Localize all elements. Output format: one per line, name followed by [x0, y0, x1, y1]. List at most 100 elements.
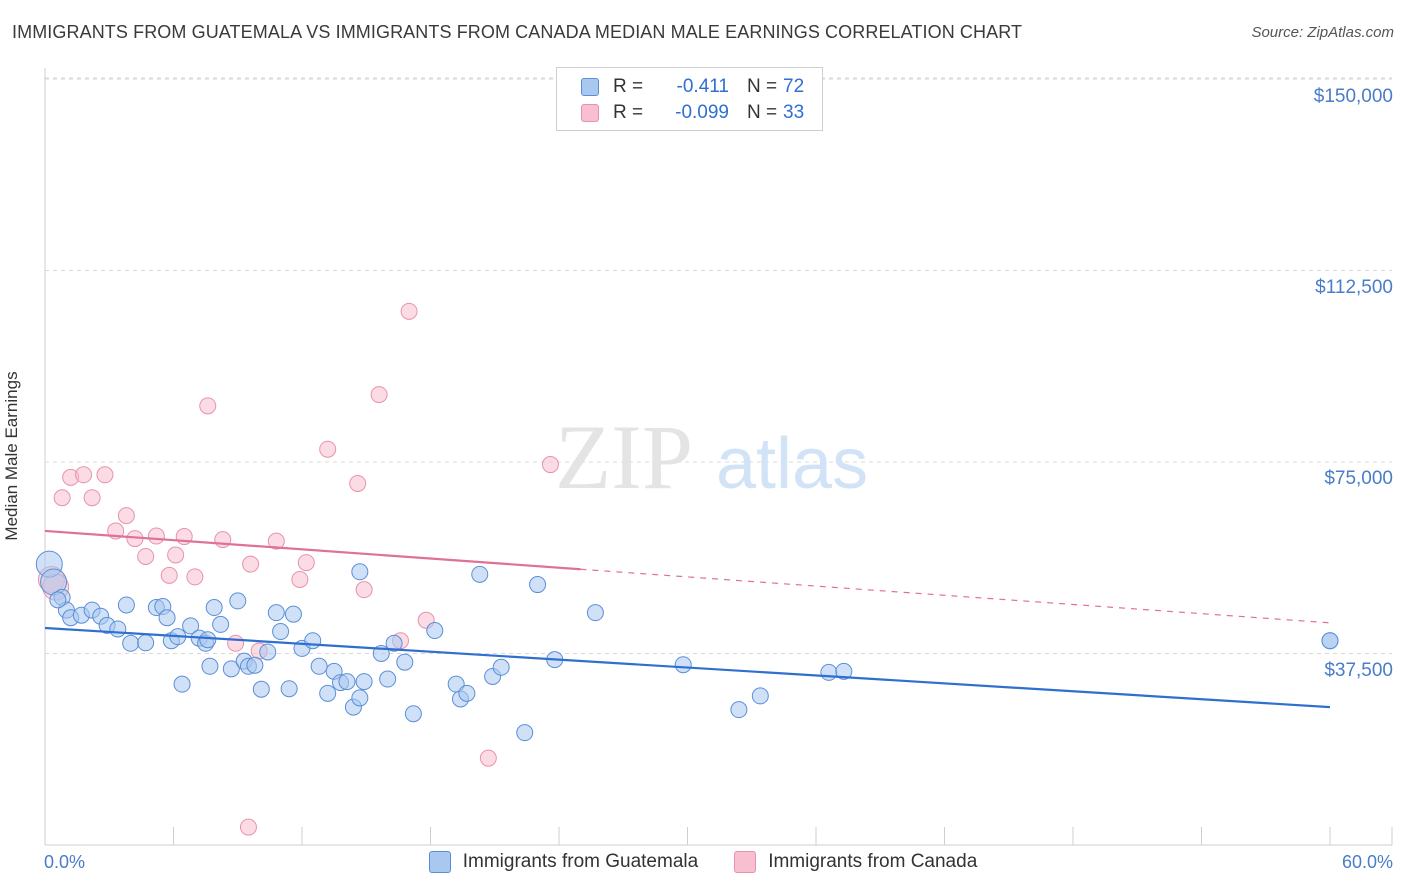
y-tick-112500: $112,500	[1315, 277, 1393, 298]
canada-point	[147, 527, 165, 545]
guatemala-point	[586, 604, 604, 622]
guatemala-point	[471, 565, 489, 583]
guatemala-swatch	[581, 78, 599, 96]
chart-title: IMMIGRANTS FROM GUATEMALA VS IMMIGRANTS …	[12, 22, 1023, 42]
canada-point	[227, 634, 245, 652]
guatemala-point	[379, 670, 397, 688]
guatemala-point	[820, 663, 838, 681]
guatemala-point	[267, 604, 285, 622]
guatemala-point	[280, 680, 298, 698]
guatemala-point	[259, 643, 277, 661]
guatemala-point	[182, 617, 200, 635]
guatemala-point	[109, 620, 127, 638]
canada-point	[96, 466, 114, 484]
guatemala-point	[252, 680, 270, 698]
n-value: 72	[783, 76, 805, 97]
correlation-legend: R = -0.411 N = 72 R = -0.099 N = 33	[556, 67, 823, 131]
canada-point	[242, 555, 260, 573]
guatemala-point	[205, 599, 223, 617]
canada-point	[297, 554, 315, 572]
guatemala-point	[1321, 632, 1339, 650]
guatemala-trend-line	[44, 626, 1331, 709]
guatemala-point	[49, 591, 67, 609]
canada-point	[400, 302, 418, 320]
canada-point	[319, 440, 337, 458]
guatemala-point	[492, 658, 510, 676]
canada-point	[160, 566, 178, 584]
guatemala-point	[272, 623, 290, 641]
guatemala-legend-swatch	[428, 851, 451, 873]
guatemala-point	[529, 576, 547, 594]
canada-point	[239, 818, 257, 836]
guatemala-point	[516, 724, 534, 742]
canada-point	[267, 532, 285, 550]
guatemala-point	[122, 634, 140, 652]
x-tick-min: 0.0%	[44, 852, 86, 872]
watermark-zip: ZIP	[555, 406, 693, 508]
canada-point	[291, 570, 309, 588]
canada-point	[199, 397, 217, 415]
guatemala-point	[319, 684, 337, 702]
guatemala-point	[385, 634, 403, 652]
y-tick-75000: $75,000	[1324, 468, 1393, 489]
canada-point	[53, 489, 71, 507]
canada-point	[186, 568, 204, 586]
guatemala-point	[338, 673, 356, 691]
trend-lines	[44, 529, 1331, 709]
canada-point	[214, 531, 232, 549]
canada-point	[479, 749, 497, 767]
canada-legend-label: Immigrants from Canada	[768, 851, 978, 872]
guatemala-legend-label: Immigrants from Guatemala	[462, 851, 699, 872]
canada-point	[83, 489, 101, 507]
canada-point	[117, 507, 135, 525]
guatemala-point	[426, 622, 444, 640]
guatemala-point	[246, 656, 264, 674]
guatemala-point	[173, 675, 191, 693]
guatemala-point	[730, 701, 748, 719]
n-label: N =	[747, 76, 778, 97]
legend-item-canada[interactable]: Immigrants from Canada	[734, 851, 977, 873]
r-value: -0.411	[676, 76, 729, 97]
guatemala-point	[310, 657, 328, 675]
guatemala-point	[199, 631, 217, 649]
legend-item-guatemala[interactable]: Immigrants from Guatemala	[428, 851, 699, 873]
axes	[44, 68, 1393, 846]
guatemala-point	[229, 592, 247, 610]
canada-point	[167, 546, 185, 564]
guatemala-point	[137, 634, 155, 652]
canada-point	[137, 547, 155, 565]
watermark: ZIP atlas	[555, 406, 868, 508]
x-tick-max: 60.0%	[1341, 852, 1393, 872]
canada-swatch	[581, 104, 599, 122]
guatemala-point	[212, 615, 230, 633]
r-value: -0.099	[675, 102, 729, 123]
guatemala-point	[458, 684, 476, 702]
guatemala-point	[404, 705, 422, 723]
canada-legend-swatch	[734, 851, 757, 873]
canada-point	[541, 456, 559, 474]
y-tick-150000: $150,000	[1313, 86, 1393, 107]
guatemala-point	[158, 609, 176, 627]
legend-row-canada: R = -0.099 N = 33	[581, 101, 804, 125]
guatemala-point	[835, 662, 853, 680]
legend-row-guatemala: R = -0.411 N = 72	[581, 75, 804, 99]
canada-point	[349, 474, 367, 492]
n-value: 33	[783, 102, 805, 123]
guatemala-point	[201, 657, 219, 675]
canada-trend-line	[44, 529, 581, 571]
guatemala-point	[351, 689, 369, 707]
canada-point	[75, 466, 93, 484]
r-label: R =	[613, 76, 644, 97]
canada-point	[370, 386, 388, 404]
series-legend: Immigrants from Guatemala Immigrants fro…	[0, 851, 1406, 873]
canada-point	[355, 581, 373, 599]
source-label: Source: ZipAtlas.com	[1251, 24, 1394, 41]
canada-trend-extension	[580, 568, 1331, 624]
guatemala-point	[355, 673, 373, 691]
r-label: R =	[613, 102, 644, 123]
guatemala-point	[304, 632, 322, 650]
guatemala-point	[751, 687, 769, 705]
guatemala-point	[284, 605, 302, 623]
guatemala-point	[396, 653, 414, 671]
